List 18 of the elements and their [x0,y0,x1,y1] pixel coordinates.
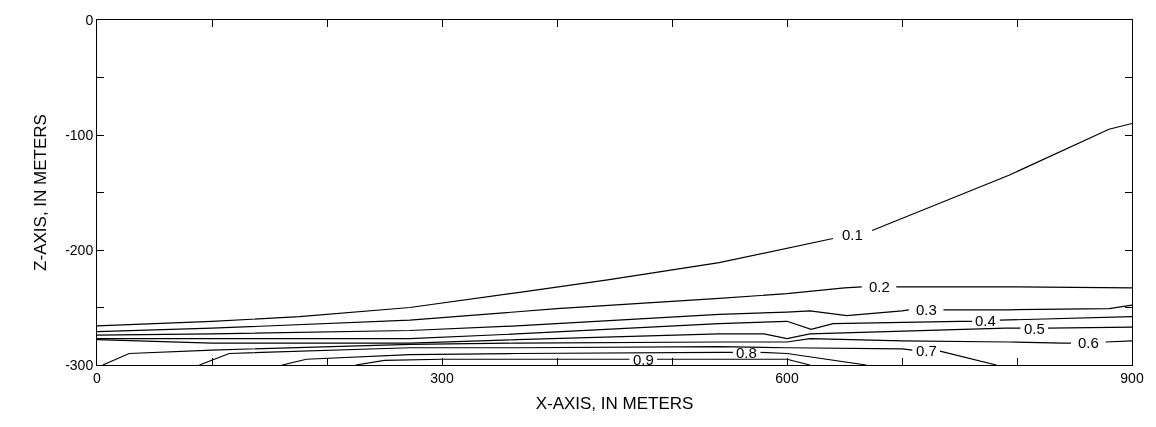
series-label: 0.5 [1024,320,1045,337]
series-label: 0.2 [869,278,890,295]
y-axis-title: Z-AXIS, IN METERS [30,114,50,271]
series-label: 0.8 [736,344,757,361]
x-tick-label: 300 [430,369,454,386]
y-tick-label: -300 [65,356,94,373]
x-axis-title: X-AXIS, IN METERS [535,394,694,414]
y-tick-label: -200 [65,241,94,258]
series-label: 0.1 [842,226,863,243]
series-label: 0.3 [916,301,937,318]
series-label: 0.6 [1078,334,1099,351]
series-label: 0.7 [916,342,937,359]
x-tick-label: 900 [1120,369,1144,386]
y-tick-label: -100 [65,126,94,143]
series-label: 0.9 [633,351,654,368]
series-label: 0.4 [975,312,996,329]
y-tick-label: 0 [85,11,94,28]
x-tick-label: 600 [775,369,799,386]
